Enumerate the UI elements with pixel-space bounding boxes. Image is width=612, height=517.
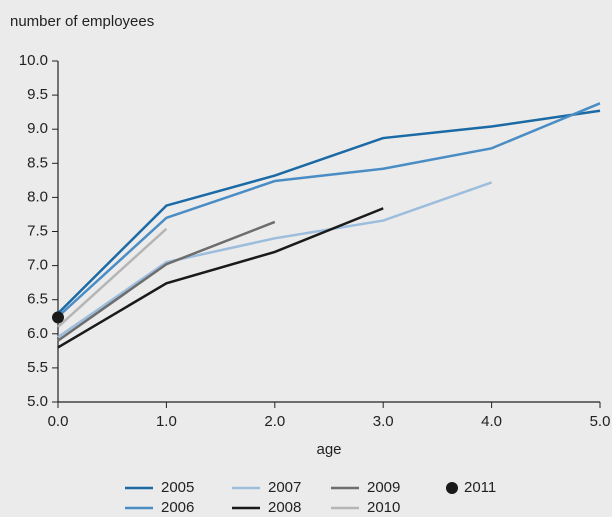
series-line	[57, 220, 276, 342]
chart-title: number of employees	[10, 13, 154, 30]
data-point	[52, 311, 64, 324]
y-tick-label: 7.0	[27, 257, 48, 274]
y-tick-label: 9.5	[27, 86, 48, 103]
x-tick-label: 5.0	[590, 413, 611, 430]
series-line	[57, 227, 168, 328]
x-tick-label: 0.0	[48, 413, 69, 430]
x-tick-label: 4.0	[481, 413, 502, 430]
y-tick-label: 5.0	[27, 393, 48, 410]
x-tick-label: 3.0	[373, 413, 394, 430]
legend-label: 2005	[161, 479, 194, 496]
legend-label: 2010	[367, 499, 400, 516]
legend-label: 2007	[268, 479, 301, 496]
legend-label: 2008	[268, 499, 301, 516]
series-line	[57, 109, 601, 315]
legend-label: 2011	[464, 479, 496, 496]
series-line	[57, 181, 493, 339]
legend-label: 2006	[161, 499, 194, 516]
y-tick-label: 10.0	[19, 52, 48, 69]
series-line	[57, 102, 601, 318]
y-tick-label: 6.0	[27, 325, 48, 342]
series-line	[57, 207, 384, 349]
legend-label: 2009	[367, 479, 400, 496]
y-tick-label: 7.5	[27, 222, 48, 239]
y-tick-label: 8.5	[27, 154, 48, 171]
x-tick-label: 2.0	[264, 413, 285, 430]
y-tick-label: 8.0	[27, 188, 48, 205]
y-tick-label: 9.0	[27, 120, 48, 137]
x-tick-label: 1.0	[156, 413, 177, 430]
y-tick-label: 6.5	[27, 291, 48, 308]
y-tick-label: 5.5	[27, 359, 48, 376]
x-axis-label: age	[316, 441, 341, 458]
legend-marker	[446, 482, 458, 494]
